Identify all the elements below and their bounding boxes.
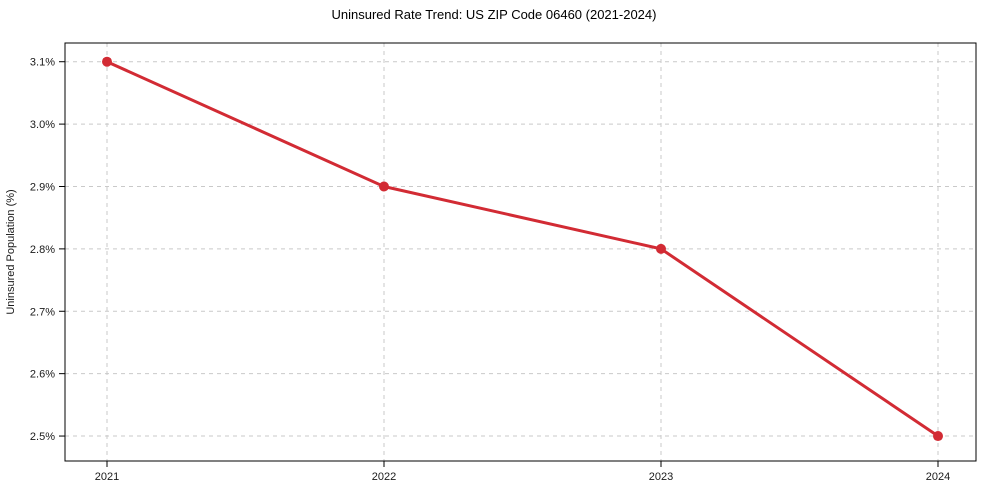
x-tick-label: 2021 <box>95 471 119 483</box>
y-tick-label: 3.1% <box>30 57 55 69</box>
data-point <box>379 181 389 192</box>
axis-layer: 3.1% 3.0% 2.9% 2.8% 2.7% 2.6% 2.5% 2021 2022 2023… <box>30 57 950 483</box>
data-point <box>933 431 943 442</box>
y-axis-label: Uninsured Population (%) <box>5 189 17 314</box>
plot-border <box>64 42 977 462</box>
x-tick-label: 2022 <box>372 471 396 483</box>
y-tick-label: 2.5% <box>30 431 55 443</box>
y-tick-label: 2.8% <box>30 244 55 256</box>
x-tick-label: 2024 <box>926 471 950 483</box>
chart-title: Uninsured Rate Trend: US ZIP Code 06460 … <box>332 7 657 22</box>
y-tick-label: 2.7% <box>30 306 55 318</box>
series-layer <box>102 56 943 442</box>
trend-line <box>105 60 940 438</box>
data-point <box>102 56 112 67</box>
y-tick-label: 3.0% <box>30 119 55 131</box>
x-tick-label: 2023 <box>649 471 673 483</box>
y-tick-label: 2.6% <box>30 369 55 381</box>
data-point <box>656 243 666 254</box>
y-tick-label: 2.9% <box>30 181 55 193</box>
